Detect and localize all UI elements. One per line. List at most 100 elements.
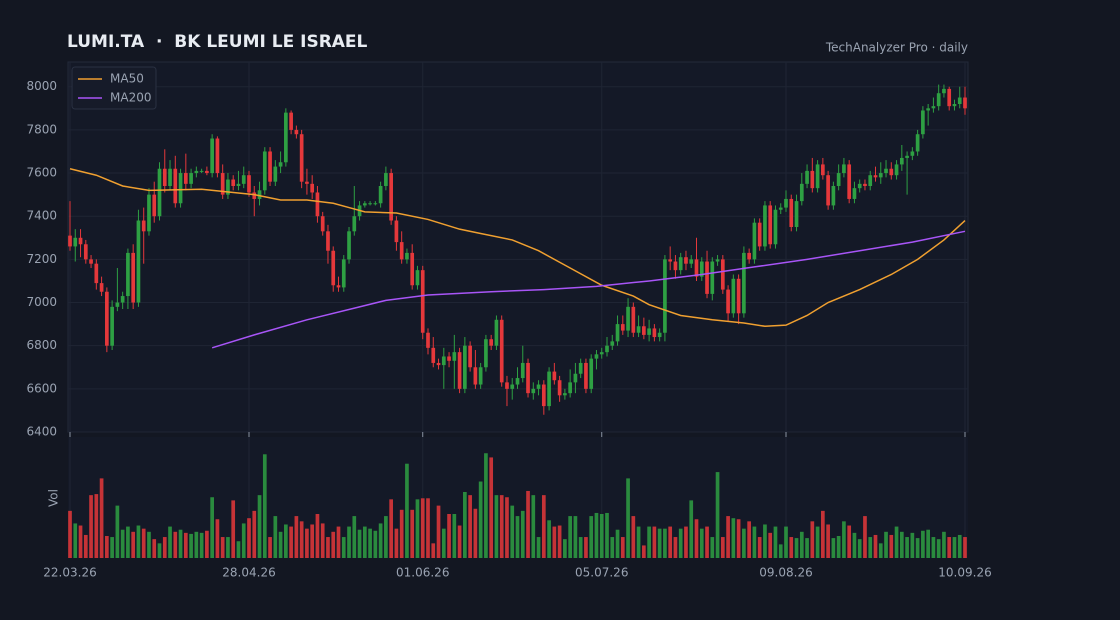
volume-bar <box>547 520 551 558</box>
volume-bar <box>952 537 957 558</box>
candle-body <box>115 302 120 307</box>
candle-body <box>899 157 904 165</box>
volume-bar <box>710 537 715 558</box>
volume-bar <box>905 537 909 558</box>
volume-bar <box>778 544 783 558</box>
candle-body <box>299 134 304 182</box>
candle-body <box>320 216 325 232</box>
candle-body <box>131 252 136 303</box>
y-tick-label: 6800 <box>26 338 57 352</box>
volume-bar <box>426 498 430 558</box>
volume-bar <box>452 514 457 558</box>
volume-bar <box>599 514 604 558</box>
candle-body <box>531 388 536 394</box>
candle-body <box>926 108 930 111</box>
candle-body <box>805 170 809 184</box>
candle-body <box>699 261 704 277</box>
volume-bar <box>799 531 804 558</box>
volume-bar <box>863 516 867 558</box>
candle-body <box>831 186 836 206</box>
candle-body <box>520 362 525 379</box>
volume-bar <box>205 530 209 558</box>
candle-body <box>763 205 767 247</box>
candle-body <box>278 162 283 167</box>
candle-body <box>557 380 562 396</box>
volume-bar <box>557 525 562 558</box>
volume-bar <box>831 538 836 558</box>
candle-body <box>773 209 778 245</box>
candle-body <box>447 356 451 361</box>
candle-body <box>963 97 967 109</box>
y-tick-label: 8000 <box>26 79 57 93</box>
volume-bar <box>141 528 146 558</box>
volume-bar <box>915 538 920 558</box>
candle-body <box>726 289 730 314</box>
volume-bar <box>194 531 199 558</box>
candle-body <box>431 347 436 363</box>
volume-bar <box>162 537 167 558</box>
y-tick-label: 6600 <box>26 381 57 395</box>
candle-body <box>468 345 472 368</box>
volume-bar <box>536 537 541 558</box>
candle-body <box>189 173 193 184</box>
candle-body <box>815 164 820 189</box>
candle-body <box>68 235 72 247</box>
volume-bar <box>215 519 220 558</box>
candle-body <box>931 106 936 109</box>
candle-body <box>826 175 830 206</box>
candle-body <box>821 164 825 176</box>
volume-bar <box>278 531 283 558</box>
candle-body <box>952 104 957 107</box>
candle-body <box>584 362 588 389</box>
volume-bar <box>78 525 83 558</box>
y-tick-label: 7400 <box>26 209 57 223</box>
candle-body <box>715 259 720 262</box>
volume-bar <box>236 541 241 558</box>
candle-body <box>78 237 83 245</box>
candle-body <box>636 326 641 333</box>
volume-bar <box>347 526 351 558</box>
candle-body <box>120 296 125 303</box>
volume-bar <box>373 530 378 558</box>
candle-body <box>573 373 578 383</box>
candle-body <box>578 362 583 374</box>
volume-bar <box>368 528 372 558</box>
candle-body <box>199 170 204 172</box>
volume-bar <box>873 534 878 558</box>
volume-bar <box>889 534 894 558</box>
volume-bar <box>726 516 730 558</box>
y-tick-label: 7200 <box>26 252 57 266</box>
candle-body <box>110 306 114 346</box>
volume-bar <box>821 510 825 558</box>
volume-bar <box>594 512 599 558</box>
candle-body <box>784 198 788 208</box>
candle-body <box>652 328 657 338</box>
volume-bar <box>405 463 409 558</box>
volume-bar <box>299 521 304 558</box>
volume-bar <box>126 526 130 558</box>
volume-bar <box>852 532 857 558</box>
volume-bar <box>678 528 683 558</box>
volume-bar <box>268 537 272 558</box>
volume-bar <box>362 526 367 558</box>
volume-bar <box>815 526 820 558</box>
volume-bar <box>441 528 446 558</box>
volume-bar <box>784 526 788 558</box>
volume-bar <box>573 516 578 558</box>
volume-bar <box>436 505 441 558</box>
candle-body <box>857 183 862 189</box>
candle-body <box>389 173 393 221</box>
candle-body <box>668 259 673 262</box>
candle-body <box>284 112 288 163</box>
volume-bar <box>789 537 794 558</box>
candle-body <box>689 259 694 264</box>
candle-body <box>910 151 915 156</box>
candle-body <box>426 332 430 348</box>
volume-bar <box>147 531 151 558</box>
volume-bar <box>226 537 230 558</box>
volume-bar <box>420 498 425 558</box>
candle-body <box>236 183 241 186</box>
volume-bar <box>805 538 809 558</box>
candle-body <box>684 257 688 264</box>
candle-body <box>373 203 378 205</box>
